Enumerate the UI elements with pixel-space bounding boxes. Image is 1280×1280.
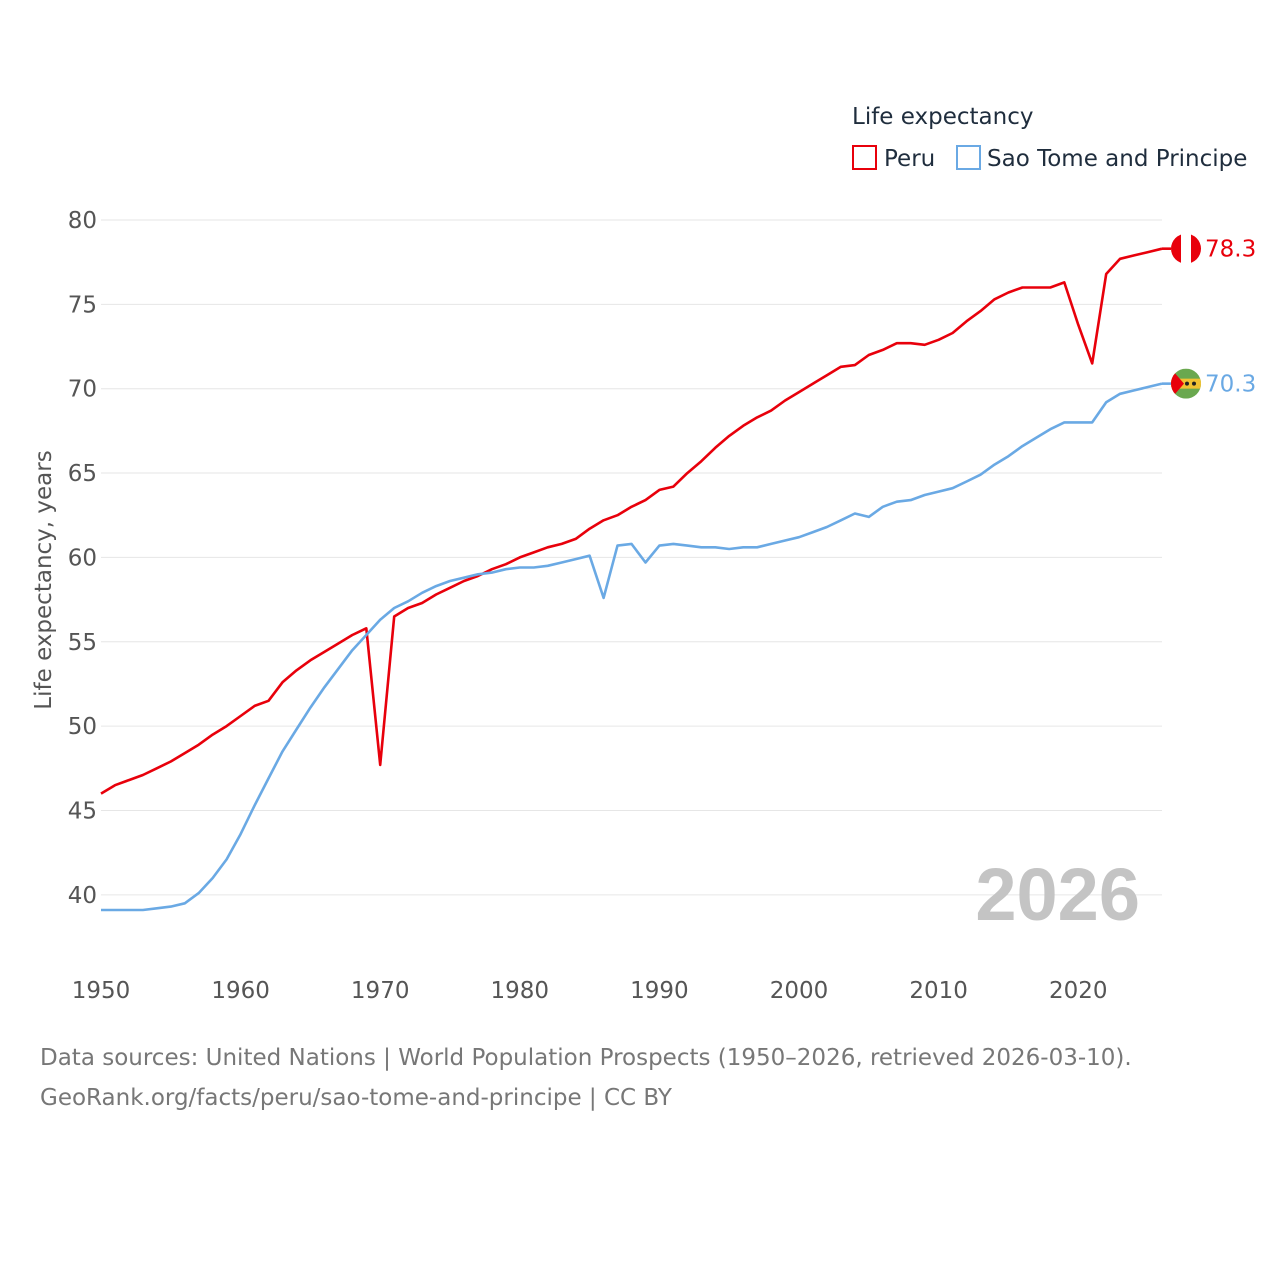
x-tick-label: 1950 (72, 978, 131, 1004)
x-axis-ticks: 1950 1960 1970 1980 1990 2000 2010 2020 (72, 978, 1108, 1004)
x-tick-label: 1970 (351, 978, 410, 1004)
y-axis-title: Life expectancy, years (31, 450, 57, 709)
y-axis-ticks: 40 45 50 55 60 65 70 75 80 (68, 208, 97, 909)
y-tick-label: 80 (68, 208, 97, 234)
series-line-sao-tome-and-principe[interactable] (101, 382, 1163, 912)
y-tick-label: 50 (68, 714, 97, 740)
y-tick-label: 65 (68, 461, 97, 487)
y-tick-label: 70 (68, 377, 97, 403)
y-tick-label: 60 (68, 545, 97, 571)
legend-swatch-peru (852, 145, 877, 170)
current-year-watermark: 2026 (975, 853, 1140, 936)
x-tick-label: 1980 (491, 978, 550, 1004)
peru-flag-icon (1171, 233, 1201, 264)
footer-sources: Data sources: United Nations | World Pop… (40, 1045, 1132, 1071)
x-tick-label: 2000 (770, 978, 829, 1004)
legend: Life expectancy Peru Sao Tome and Princi… (852, 104, 1247, 172)
sao-tome-and-principe-flag-icon (1171, 368, 1201, 399)
y-tick-label: 55 (68, 630, 97, 656)
end-value-sao-tome-and-principe: 70.3 (1205, 372, 1256, 398)
series-line-peru[interactable] (100, 247, 1163, 795)
grid-lines (101, 219, 1162, 896)
x-tick-label: 2020 (1049, 978, 1108, 1004)
series-end-markers: 78.3 70.3 (1162, 233, 1256, 399)
x-tick-label: 1960 (211, 978, 270, 1004)
legend-swatch-sao-tome-and-principe (956, 145, 981, 170)
y-tick-label: 75 (68, 292, 97, 318)
series-lines (100, 247, 1163, 912)
legend-title: Life expectancy (852, 104, 1033, 130)
x-tick-label: 1990 (630, 978, 689, 1004)
end-value-peru: 78.3 (1205, 237, 1256, 263)
legend-item-peru[interactable]: Peru (852, 145, 935, 172)
y-tick-label: 40 (68, 883, 97, 909)
legend-item-sao-tome-and-principe[interactable]: Sao Tome and Principe (956, 145, 1247, 172)
x-tick-label: 2010 (909, 978, 968, 1004)
legend-label-peru: Peru (884, 146, 935, 172)
footer-attribution[interactable]: GeoRank.org/facts/peru/sao-tome-and-prin… (40, 1085, 672, 1111)
y-tick-label: 45 (68, 798, 97, 824)
legend-label-sao-tome-and-principe: Sao Tome and Principe (987, 146, 1247, 172)
